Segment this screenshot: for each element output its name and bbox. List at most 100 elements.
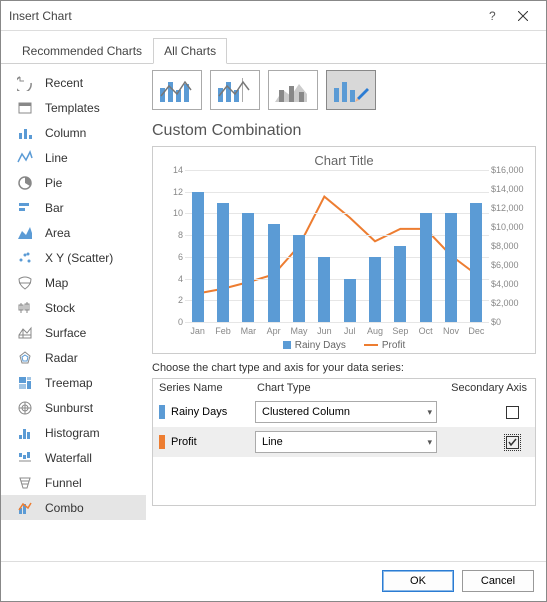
sidebar-item-recent[interactable]: Recent xyxy=(1,70,146,95)
sidebar-item-x-y-scatter-[interactable]: X Y (Scatter) xyxy=(1,245,146,270)
sidebar-item-label: X Y (Scatter) xyxy=(45,251,113,265)
main-pane: Custom Combination Chart Title 024681012… xyxy=(146,64,546,561)
legend-swatch-line xyxy=(364,344,378,346)
templates-icon xyxy=(15,100,35,116)
sidebar-item-label: Column xyxy=(45,126,86,140)
combo-thumb-custom[interactable] xyxy=(326,70,376,110)
y-left-tick: 6 xyxy=(163,252,183,262)
legend-label-line: Profit xyxy=(382,340,405,351)
chart-title: Chart Title xyxy=(163,153,525,168)
sidebar-item-label: Pie xyxy=(45,176,62,190)
sidebar-item-label: Stock xyxy=(45,301,75,315)
sidebar-item-pie[interactable]: Pie xyxy=(1,170,146,195)
stock-icon xyxy=(15,300,35,316)
chart-category-sidebar: Recent Templates Column Line Pie Bar Area X Y (… xyxy=(1,64,146,561)
series-row[interactable]: Rainy DaysClustered Column▾ xyxy=(153,397,535,427)
col-secondary-axis: Secondary Axis xyxy=(441,379,535,397)
tab-all-charts[interactable]: All Charts xyxy=(153,38,227,64)
plot-area: 02468101214$0$2,000$4,000$6,000$8,000$10… xyxy=(185,170,489,322)
sidebar-item-waterfall[interactable]: Waterfall xyxy=(1,445,146,470)
close-button[interactable] xyxy=(508,2,538,30)
tab-recommended[interactable]: Recommended Charts xyxy=(11,38,153,64)
y-right-tick: $0 xyxy=(491,317,527,327)
sidebar-item-label: Line xyxy=(45,151,68,165)
sidebar-item-stock[interactable]: Stock xyxy=(1,295,146,320)
sidebar-item-column[interactable]: Column xyxy=(1,120,146,145)
x-tick: Feb xyxy=(215,326,231,336)
combo-icon xyxy=(15,500,35,516)
sidebar-item-sunburst[interactable]: Sunburst xyxy=(1,395,146,420)
histogram-icon xyxy=(15,425,35,441)
chevron-down-icon: ▾ xyxy=(427,437,432,448)
combo-thumb-1[interactable] xyxy=(152,70,202,110)
x-tick: Sep xyxy=(392,326,408,336)
series-grid-empty xyxy=(153,457,535,505)
sidebar-item-area[interactable]: Area xyxy=(1,220,146,245)
sidebar-item-map[interactable]: Map xyxy=(1,270,146,295)
legend-label-bars: Rainy Days xyxy=(295,340,346,351)
sidebar-item-label: Templates xyxy=(45,101,100,115)
ok-button[interactable]: OK xyxy=(382,570,454,592)
sidebar-item-label: Bar xyxy=(45,201,64,215)
chart-type-select[interactable]: Clustered Column▾ xyxy=(255,401,437,423)
y-right-tick: $14,000 xyxy=(491,184,527,194)
y-left-tick: 8 xyxy=(163,230,183,240)
sidebar-item-label: Surface xyxy=(45,326,86,340)
bar xyxy=(192,192,204,322)
map-icon xyxy=(15,275,35,291)
bar-icon xyxy=(15,200,35,216)
y-left-tick: 14 xyxy=(163,165,183,175)
cancel-button[interactable]: Cancel xyxy=(462,570,534,592)
sidebar-item-histogram[interactable]: Histogram xyxy=(1,420,146,445)
chart-type-select[interactable]: Line▾ xyxy=(255,431,437,453)
bar xyxy=(268,224,280,322)
x-y-scatter--icon xyxy=(15,250,35,266)
sidebar-item-surface[interactable]: Surface xyxy=(1,320,146,345)
sidebar-item-label: Map xyxy=(45,276,68,290)
area-icon xyxy=(15,225,35,241)
combo-thumb-2[interactable] xyxy=(210,70,260,110)
sidebar-item-line[interactable]: Line xyxy=(1,145,146,170)
chart-preview: Chart Title 02468101214$0$2,000$4,000$6,… xyxy=(152,146,536,354)
bar xyxy=(344,279,356,322)
x-tick: Mar xyxy=(241,326,257,336)
series-name-label: Profit xyxy=(171,436,197,448)
title-bar: Insert Chart ? xyxy=(1,1,546,31)
y-right-tick: $6,000 xyxy=(491,260,527,270)
secondary-axis-checkbox[interactable] xyxy=(506,436,519,449)
x-tick: Nov xyxy=(443,326,459,336)
y-right-tick: $8,000 xyxy=(491,241,527,251)
col-chart-type: Chart Type xyxy=(251,379,441,397)
y-right-tick: $10,000 xyxy=(491,222,527,232)
sidebar-item-funnel[interactable]: Funnel xyxy=(1,470,146,495)
sidebar-item-combo[interactable]: Combo xyxy=(1,495,146,520)
y-right-tick: $2,000 xyxy=(491,298,527,308)
sidebar-item-templates[interactable]: Templates xyxy=(1,95,146,120)
series-row[interactable]: Profit Line▾ xyxy=(153,427,535,457)
series-header: Series Name Chart Type Secondary Axis xyxy=(153,379,535,397)
waterfall-icon xyxy=(15,450,35,466)
sidebar-item-treemap[interactable]: Treemap xyxy=(1,370,146,395)
col-series-name: Series Name xyxy=(153,379,251,397)
y-right-tick: $16,000 xyxy=(491,165,527,175)
sidebar-item-label: Recent xyxy=(45,76,83,90)
y-left-tick: 10 xyxy=(163,208,183,218)
sidebar-item-label: Histogram xyxy=(45,426,100,440)
funnel-icon xyxy=(15,475,35,491)
combo-thumb-3[interactable] xyxy=(268,70,318,110)
window-title: Insert Chart xyxy=(9,9,478,23)
help-button[interactable]: ? xyxy=(478,2,508,30)
series-swatch xyxy=(159,405,165,419)
bar xyxy=(242,213,254,322)
line-icon xyxy=(15,150,35,166)
x-tick: Jan xyxy=(190,326,205,336)
y-left-tick: 2 xyxy=(163,295,183,305)
surface-icon xyxy=(15,325,35,341)
chart-legend: Rainy Days Profit xyxy=(163,340,525,351)
legend-swatch-bars xyxy=(283,341,291,349)
x-tick: Oct xyxy=(419,326,433,336)
sidebar-item-bar[interactable]: Bar xyxy=(1,195,146,220)
combo-subtype-thumbs xyxy=(152,70,536,110)
sidebar-item-radar[interactable]: Radar xyxy=(1,345,146,370)
secondary-axis-checkbox[interactable] xyxy=(506,406,519,419)
